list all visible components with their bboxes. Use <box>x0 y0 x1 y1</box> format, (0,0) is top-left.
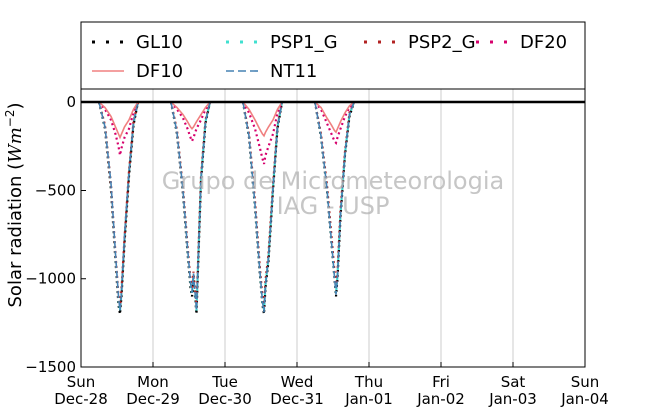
series-line-df10 <box>98 101 355 140</box>
y-tick-label: −1500 <box>25 358 76 376</box>
x-tick-label-date: Dec-29 <box>126 390 180 408</box>
x-tick-label-day: Sun <box>571 373 600 391</box>
x-tick-label-day: Fri <box>432 373 450 391</box>
watermark-line-1: Grupo de Micrometeorologia <box>162 167 504 195</box>
plot-background <box>81 89 585 367</box>
x-tick-label-day: Thu <box>354 373 383 391</box>
x-tick-label-date: Dec-30 <box>198 390 252 408</box>
x-tick-label-date: Jan-04 <box>560 390 609 408</box>
legend-label-nt11: NT11 <box>270 61 317 82</box>
legend-label-psp2-g: PSP2_G <box>408 32 476 53</box>
x-tick-label-date: Dec-28 <box>54 390 108 408</box>
series-line-nt11 <box>98 101 355 313</box>
x-tick-label-date: Dec-31 <box>270 390 324 408</box>
legend-label-psp1-g: PSP1_G <box>270 32 338 53</box>
legend-label-df20: DF20 <box>520 32 567 53</box>
legend-frame <box>80 21 586 90</box>
x-tick-label-date: Jan-03 <box>488 390 537 408</box>
y-axis-label: Solar radiation (Wm−2) <box>3 102 26 307</box>
x-tick-label-date: Jan-02 <box>416 390 465 408</box>
y-tick-label: −1000 <box>25 270 76 288</box>
series-layer <box>97 101 356 315</box>
watermark-line-2: IAG - USP <box>277 192 390 220</box>
series-line-gl10 <box>97 101 356 315</box>
y-tick-label: 0 <box>66 93 76 111</box>
x-tick-label-day: Sat <box>501 373 526 391</box>
y-axis: 0 −500 −1000 −1500 <box>25 93 86 376</box>
x-axis: SunDec-28MonDec-29TueDec-30WedDec-31ThuJ… <box>54 362 609 408</box>
x-tick-label-date: Jan-01 <box>344 390 393 408</box>
x-tick-label-day: Wed <box>281 373 314 391</box>
x-tick-label-day: Mon <box>137 373 169 391</box>
legend-label-df10: DF10 <box>136 61 183 82</box>
vertical-grid <box>152 89 514 367</box>
x-tick-label-day: Sun <box>67 373 96 391</box>
watermark: Grupo de Micrometeorologia IAG - USP <box>162 167 504 220</box>
y-tick-label: −500 <box>35 181 76 199</box>
x-tick-label-day: Tue <box>211 373 238 391</box>
legend-label-gl10: GL10 <box>136 32 183 53</box>
legend: GL10 PSP1_G PSP2_G DF20 DF10 NT11 <box>80 21 586 90</box>
